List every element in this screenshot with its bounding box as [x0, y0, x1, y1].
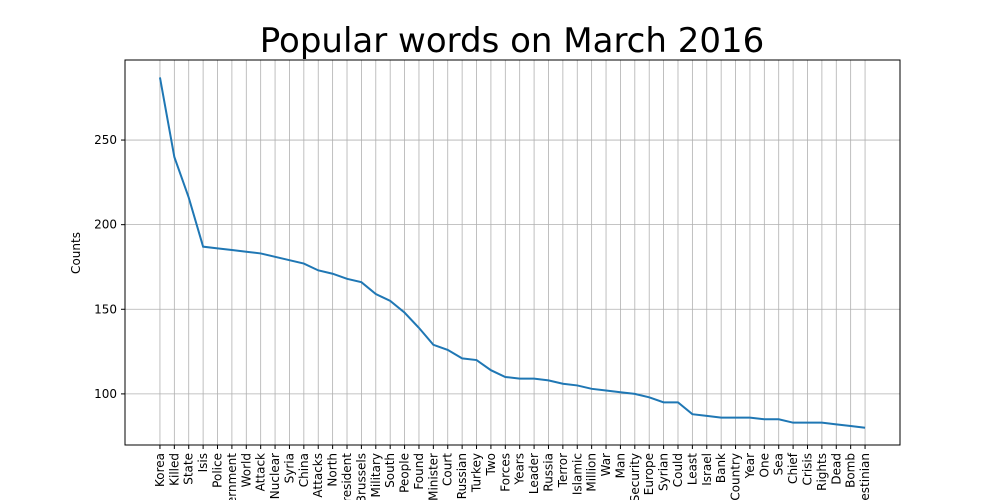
x-tick-label: Police: [211, 453, 225, 488]
x-tick-label: Killed: [167, 453, 181, 486]
x-tick-label: Country: [729, 453, 743, 500]
x-tick-label: Found: [412, 453, 426, 490]
x-tick-label: Nuclear: [268, 453, 282, 499]
x-tick-label: Year: [743, 453, 757, 479]
x-tick-label: Least: [685, 453, 699, 485]
x-tick-label: Syria: [282, 453, 296, 483]
plot-frame: [124, 59, 901, 446]
x-tick-label: Chief: [786, 452, 800, 484]
x-tick-label: Security: [628, 453, 642, 500]
x-tick-label: President: [340, 453, 354, 500]
x-tick-label: Europe: [642, 453, 656, 495]
x-tick-label: Terror: [556, 453, 570, 488]
x-tick-label: South: [383, 453, 397, 488]
x-tick-label: Court: [441, 453, 455, 486]
x-tick-label: Two: [484, 453, 498, 477]
x-tick-label: Government: [225, 453, 239, 500]
x-tick-label: Rights: [815, 453, 829, 491]
x-tick-label: Bomb: [844, 453, 858, 488]
x-tick-label: Islamic: [570, 453, 584, 495]
x-tick-label: Attacks: [311, 453, 325, 498]
x-tick-label: Sea: [772, 453, 786, 475]
y-tick-label: 150: [94, 302, 117, 316]
x-tick-label: Russian: [455, 453, 469, 499]
x-tick-label: Palestinian: [858, 453, 872, 500]
x-tick-label: China: [297, 453, 311, 487]
x-tick-label: Russia: [541, 453, 555, 492]
x-tick-label: Turkey: [470, 453, 484, 493]
line-series: [158, 77, 866, 429]
x-tick-label: People: [398, 453, 412, 493]
x-tick-label: Crisis: [800, 453, 814, 485]
x-tick-label: One: [757, 453, 771, 477]
x-tick-label: Isis: [196, 453, 210, 472]
x-tick-label: Man: [613, 453, 627, 478]
x-tick-label: Dead: [829, 453, 843, 485]
x-tick-label: Syrian: [657, 453, 671, 491]
x-tick-label: State: [182, 453, 196, 485]
x-tick-label: Million: [585, 453, 599, 492]
y-axis-label: Counts: [69, 232, 83, 274]
x-tick-label: Years: [513, 453, 527, 486]
x-tick-label: Leader: [527, 453, 541, 494]
x-tick-label: War: [599, 453, 613, 476]
x-tick-label: North: [326, 453, 340, 487]
x-tick-label: Brussels: [354, 453, 368, 500]
x-tick-label: Minister: [426, 453, 440, 500]
y-tick-label: 200: [94, 218, 117, 232]
x-tick-label: Korea: [153, 453, 167, 487]
x-tick-label: Military: [369, 453, 383, 497]
x-tick-label: Forces: [498, 453, 512, 492]
x-tick-label: Could: [671, 453, 685, 487]
x-tick-label: World: [239, 453, 253, 487]
x-tick-label: Israel: [700, 453, 714, 486]
y-tick-label: 100: [94, 387, 117, 401]
y-tick-label: 250: [94, 133, 117, 147]
x-tick-label: Bank: [714, 453, 728, 483]
chart-title: Popular words on March 2016: [260, 21, 765, 61]
x-tick-label: Attack: [254, 453, 268, 491]
